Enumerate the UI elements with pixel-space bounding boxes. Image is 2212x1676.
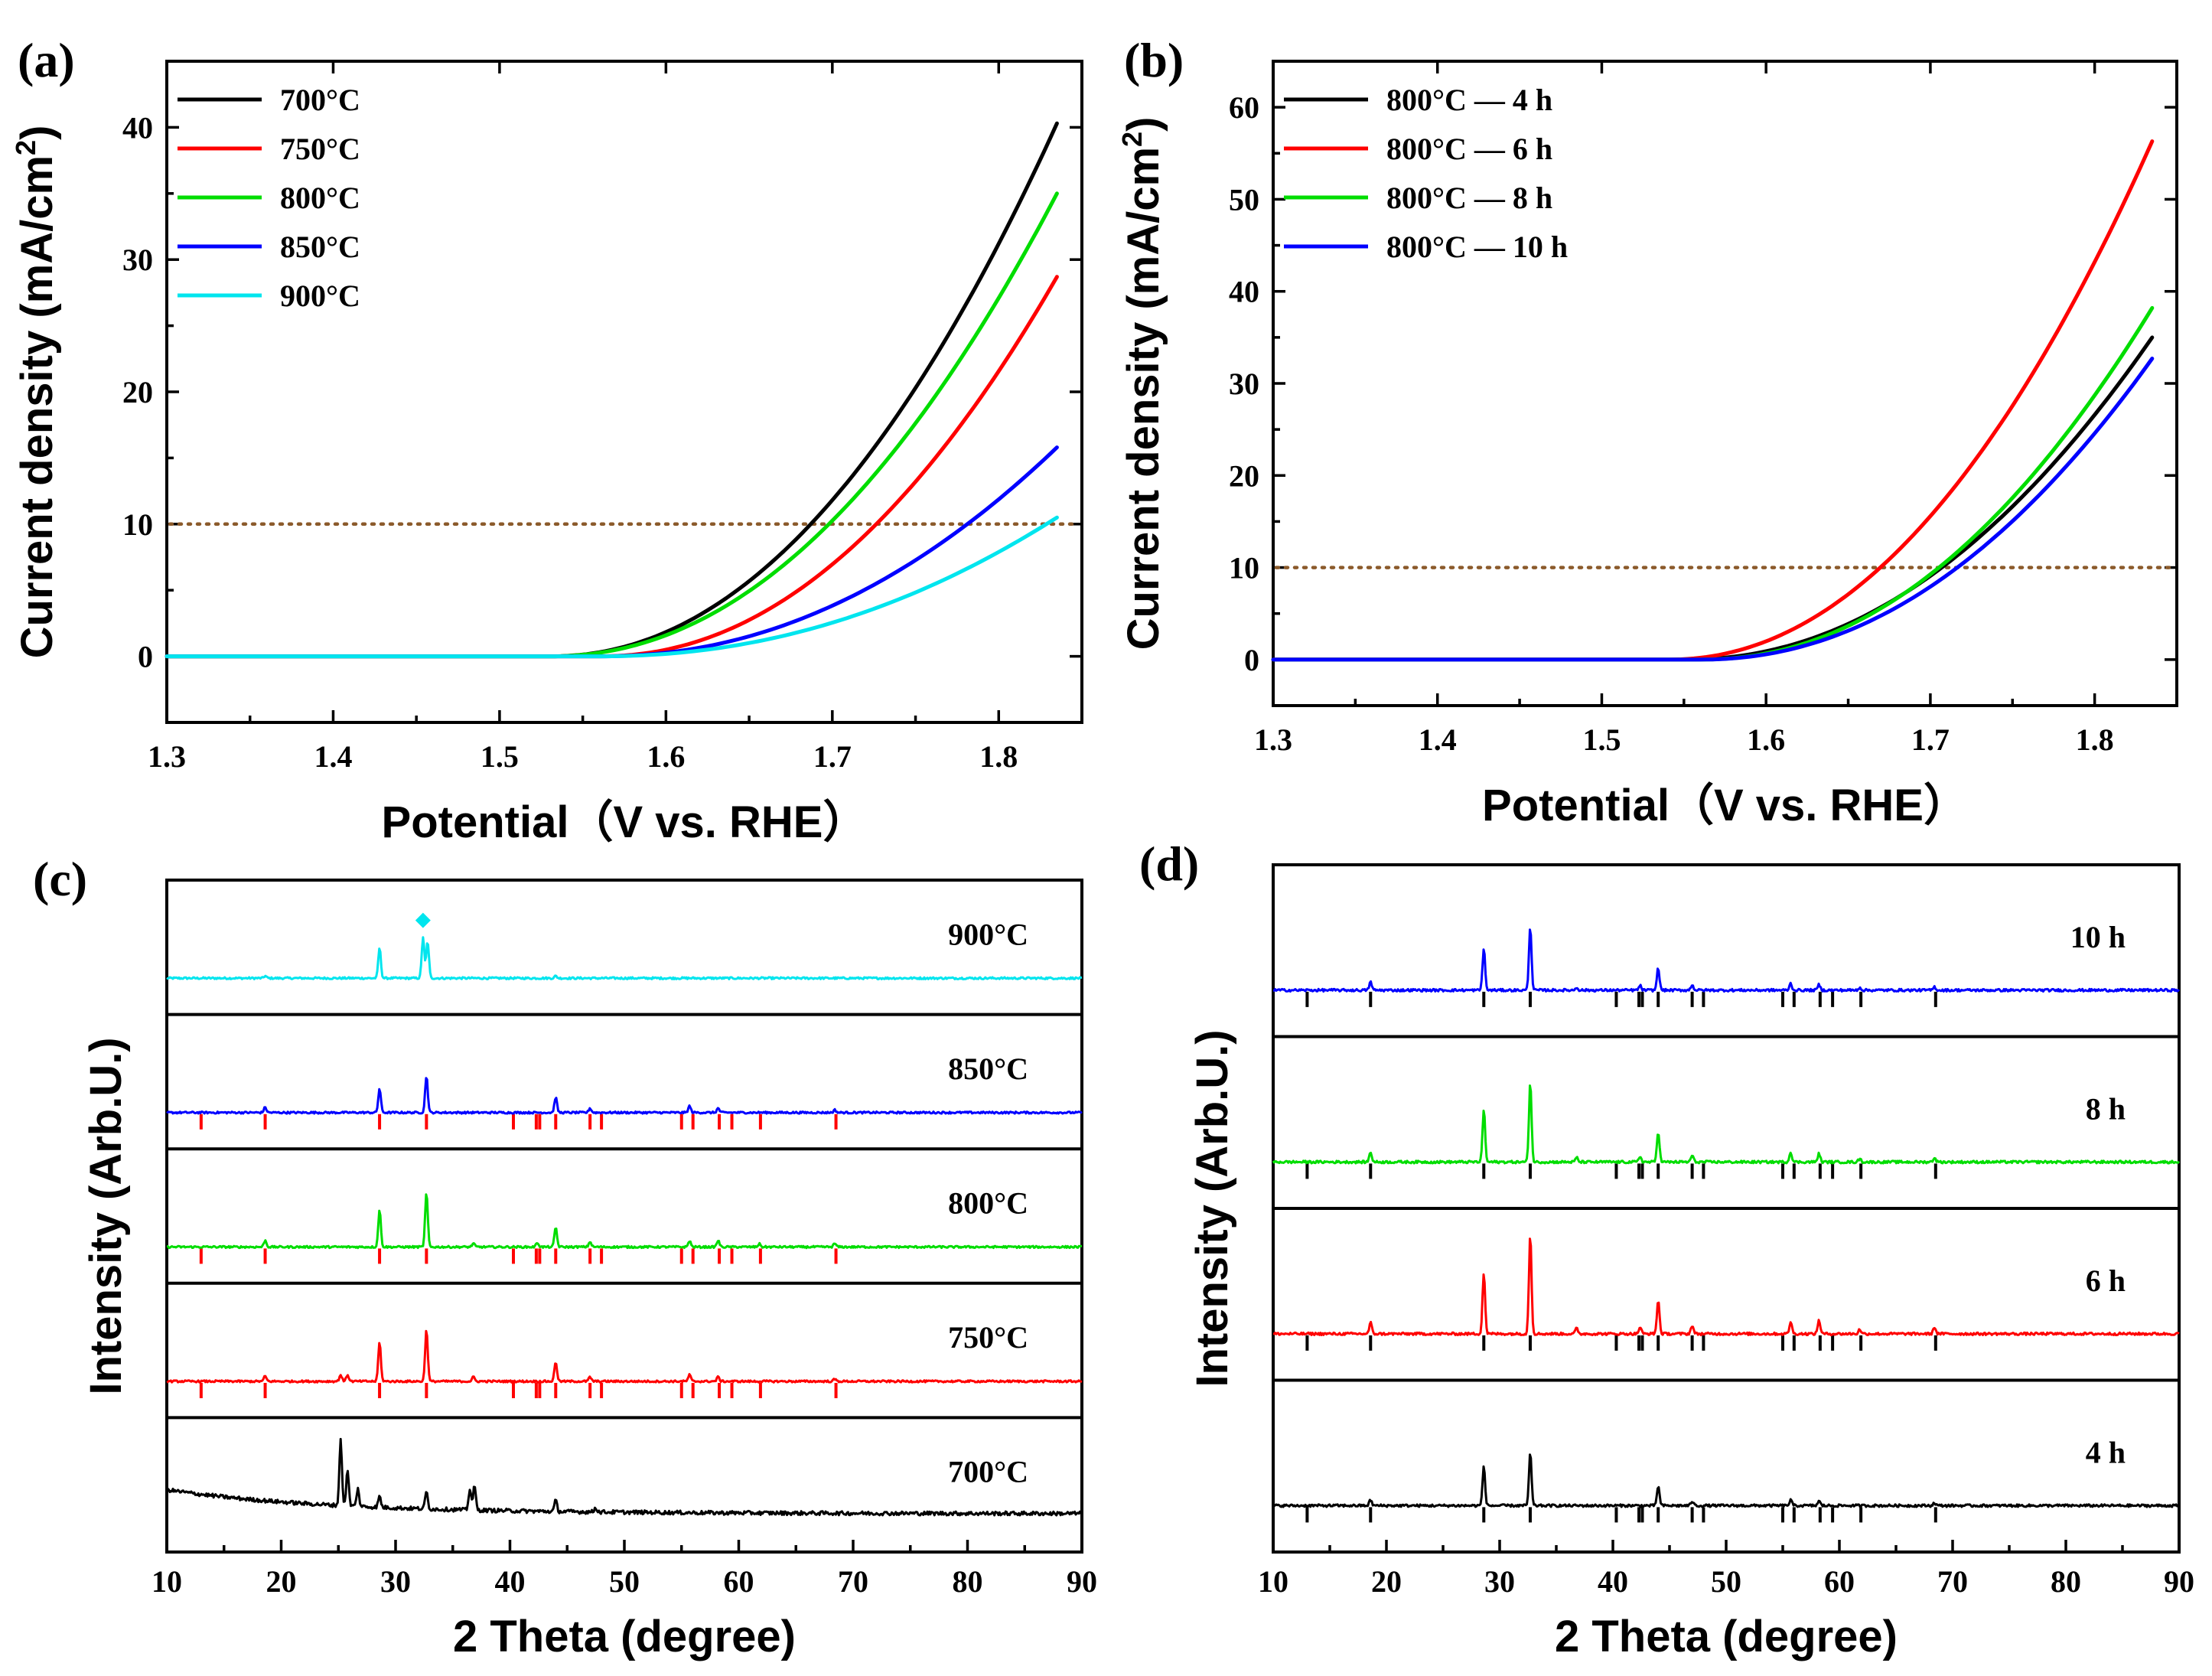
series-line-1 — [165, 275, 1059, 659]
x-tick-label: 1.6 — [1747, 722, 1785, 757]
legend-label-1: 750°C — [280, 132, 360, 166]
xrd-trace-0 — [1272, 928, 2181, 993]
diamond-marker — [415, 912, 431, 928]
x-tick-label: 30 — [380, 1564, 411, 1599]
xrd-trace-2 — [166, 1193, 1083, 1250]
x-tick-label: 1.8 — [2076, 722, 2114, 757]
panel-label-c: (c) — [33, 852, 87, 906]
y-tick-label: 30 — [1229, 367, 1259, 401]
y-tick-label: 40 — [1229, 275, 1259, 309]
x-tick-label: 40 — [1598, 1564, 1628, 1599]
trace-label-1: 850°C — [948, 1052, 1028, 1086]
series-line-3 — [1271, 357, 2155, 662]
panel-b-lsv-time: (b) 1.3 1.4 1.5 1.6 1.7 1.8 0 10 20 30 40 50 60 800°C … — [1116, 33, 2178, 830]
y-tick-label: 60 — [1229, 90, 1259, 125]
xrd-trace-3 — [166, 1329, 1083, 1384]
trace-label-0: 10 h — [2070, 920, 2126, 954]
xrd-trace-2 — [1272, 1237, 2180, 1336]
series-line-0 — [1271, 335, 2155, 662]
x-tick-label: 1.7 — [1911, 722, 1950, 757]
panel-c-xrd-temperature: (c) 10 20 30 40 50 60 70 80 90 900°C 850°C 800°C 750°… — [33, 852, 1097, 1661]
plot-frame — [165, 879, 1083, 1554]
trace-label-3: 750°C — [948, 1320, 1028, 1355]
series-line-3 — [165, 445, 1059, 659]
trace-label-4: 700°C — [948, 1455, 1028, 1489]
x-tick-label: 1.3 — [1254, 722, 1292, 757]
legend-label-3: 800°C — 10 h — [1386, 230, 1568, 264]
y-tick-label: 20 — [1229, 458, 1259, 493]
x-axis-title: Potential（V vs. RHE） — [382, 797, 868, 847]
x-tick-label: 70 — [838, 1564, 868, 1599]
x-tick-label: 1.4 — [1419, 722, 1457, 757]
legend-label-2: 800°C — 8 h — [1386, 181, 1552, 215]
xrd-trace-1 — [1272, 1084, 2181, 1165]
y-tick-label: 0 — [1244, 643, 1259, 677]
xrd-trace-1 — [166, 1077, 1083, 1115]
x-tick-label: 60 — [1824, 1564, 1855, 1599]
y-tick-label: 40 — [122, 110, 153, 145]
xrd-trace-3 — [1272, 1453, 2180, 1508]
panel-label-d: (d) — [1139, 836, 1199, 891]
x-tick-label: 1.3 — [148, 739, 186, 774]
x-axis-title: 2 Theta (degree) — [1555, 1612, 1898, 1661]
x-axis-title: Potential（V vs. RHE） — [1482, 781, 1968, 830]
series-line-1 — [1271, 139, 2155, 662]
x-tick-label: 1.8 — [979, 739, 1018, 774]
x-tick-label: 1.7 — [813, 739, 852, 774]
trace-label-3: 4 h — [2086, 1435, 2126, 1469]
legend-label-2: 800°C — [280, 181, 360, 215]
legend-label-0: 700°C — [280, 83, 360, 117]
y-axis-title: Intensity (Arb.U.) — [81, 1037, 131, 1394]
y-tick-label: 10 — [1229, 551, 1259, 585]
y-tick-label: 0 — [138, 640, 153, 674]
trace-label-1: 8 h — [2086, 1091, 2126, 1126]
y-axis-title: Current density (mA/cm2) — [10, 126, 62, 659]
x-tick-label: 40 — [495, 1564, 526, 1599]
x-tick-label: 10 — [1258, 1564, 1288, 1599]
series-line-4 — [165, 515, 1059, 659]
x-tick-label: 20 — [266, 1564, 297, 1599]
xrd-trace-0 — [166, 936, 1083, 980]
series-line-2 — [1271, 305, 2155, 662]
x-tick-label: 80 — [953, 1564, 983, 1599]
panel-label-b: (b) — [1124, 33, 1184, 87]
x-tick-label: 50 — [1711, 1564, 1741, 1599]
y-tick-label: 20 — [122, 375, 153, 409]
x-tick-label: 1.6 — [647, 739, 685, 774]
panel-a-lsv-temperature: (a) 1.3 1.4 1.5 1.6 1.7 1.8 0 10 20 30 40 700°C 750°C… — [10, 33, 1083, 847]
xrd-trace-4 — [166, 1437, 1083, 1517]
x-tick-label: 20 — [1371, 1564, 1402, 1599]
x-tick-label: 1.4 — [314, 739, 352, 774]
y-tick-label: 50 — [1229, 182, 1259, 217]
trace-label-2: 800°C — [948, 1185, 1028, 1220]
x-tick-label: 70 — [1937, 1564, 1968, 1599]
x-tick-label: 50 — [609, 1564, 640, 1599]
panel-label-a: (a) — [18, 33, 75, 87]
x-tick-label: 1.5 — [1582, 722, 1621, 757]
y-axis-title: Current density (mA/cm2) — [1116, 117, 1168, 651]
y-tick-label: 10 — [122, 507, 153, 542]
x-tick-label: 90 — [1067, 1564, 1097, 1599]
x-tick-label: 80 — [2051, 1564, 2081, 1599]
x-tick-label: 30 — [1484, 1564, 1515, 1599]
x-tick-label: 10 — [151, 1564, 182, 1599]
x-axis-title: 2 Theta (degree) — [453, 1612, 796, 1661]
legend-label-3: 850°C — [280, 230, 360, 264]
trace-label-0: 900°C — [948, 917, 1028, 951]
x-tick-label: 60 — [724, 1564, 754, 1599]
legend-label-4: 900°C — [280, 279, 360, 313]
x-tick-label: 90 — [2164, 1564, 2194, 1599]
legend-label-1: 800°C — 6 h — [1386, 132, 1552, 166]
x-tick-label: 1.5 — [481, 739, 519, 774]
trace-label-2: 6 h — [2086, 1264, 2126, 1298]
y-tick-label: 30 — [122, 243, 153, 277]
y-axis-title: Intensity (Arb.U.) — [1187, 1029, 1237, 1387]
panel-d-xrd-time: (d) 10 20 30 40 50 60 70 80 90 10 h 8 h 6 h 4 h 2 Thet… — [1139, 836, 2194, 1661]
legend-label-0: 800°C — 4 h — [1386, 83, 1552, 117]
